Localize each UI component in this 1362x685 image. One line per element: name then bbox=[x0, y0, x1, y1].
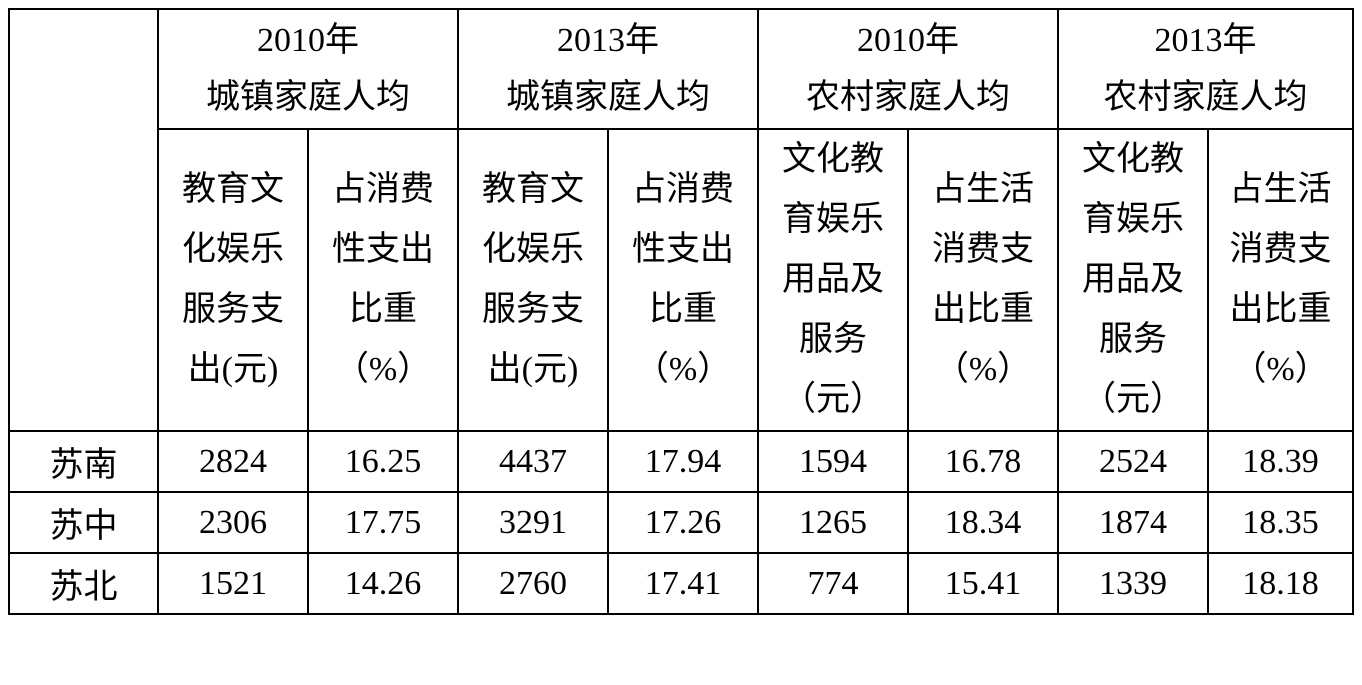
value-cell: 18.18 bbox=[1207, 552, 1354, 615]
column-header-row: 教育文 化娱乐 服务支 出(元) 占消费 性支出 比重 （%） 教育文 化娱乐 服务支 出(元) 占消费… bbox=[9, 128, 1354, 432]
column-header: 文化教育娱乐用品及服务 （元） bbox=[1057, 128, 1209, 432]
column-header: 占生活消费支出比重 （%） bbox=[1207, 128, 1354, 432]
value-cell: 18.35 bbox=[1207, 491, 1354, 554]
group-header: 2010年城镇家庭人均 bbox=[157, 8, 459, 130]
header-line: （%） bbox=[634, 351, 732, 388]
value-cell: 1521 bbox=[157, 552, 309, 615]
header-line: 服务 bbox=[799, 321, 867, 358]
header-line: 占消费 bbox=[332, 171, 434, 208]
header-line: 2013年 bbox=[557, 22, 659, 59]
header-line: 消费支 bbox=[1229, 231, 1332, 268]
column-header: 占生活消费支出比重 （%） bbox=[907, 128, 1059, 432]
header-line: 文化教 bbox=[782, 141, 884, 178]
header-line: 比重 bbox=[349, 291, 417, 328]
header-line: 化娱乐 bbox=[182, 231, 284, 268]
header-line: 服务支 bbox=[182, 291, 284, 328]
header-line: （%） bbox=[1232, 351, 1329, 388]
value-cell: 16.25 bbox=[307, 430, 459, 493]
header-line: 城镇家庭人均 bbox=[206, 79, 410, 116]
table-body: 2010年 城镇家庭人均 2013年 城镇家庭人均 2010年 农村家庭人均 2013年 农村… bbox=[8, 8, 1354, 615]
corner-cell bbox=[8, 8, 159, 432]
header-line: 2010年 bbox=[257, 22, 359, 59]
group-header: 2013年农村家庭人均 bbox=[1057, 8, 1354, 130]
header-line: 占生活 bbox=[932, 171, 1034, 208]
value-cell: 2824 bbox=[157, 430, 309, 493]
column-header: 文化教育娱乐用品及服务 （元） bbox=[757, 128, 909, 432]
header-line: 出比重 bbox=[932, 291, 1034, 328]
header-line: 服务支 bbox=[482, 291, 584, 328]
region-cell: 苏北 bbox=[8, 552, 159, 615]
header-line: 占消费 bbox=[632, 171, 734, 208]
value-cell: 2524 bbox=[1057, 430, 1209, 493]
header-line: 农村家庭人均 bbox=[1103, 79, 1308, 116]
region-cell: 苏南 bbox=[8, 430, 159, 493]
column-header: 教育文化娱乐服务支出(元) bbox=[457, 128, 609, 432]
value-cell: 4437 bbox=[457, 430, 609, 493]
value-cell: 2760 bbox=[457, 552, 609, 615]
header-line: 性支出 bbox=[632, 231, 734, 268]
header-line: 占生活 bbox=[1229, 171, 1332, 208]
column-header: 占消费性支出比重 （%） bbox=[307, 128, 459, 432]
header-line: （元） bbox=[782, 381, 884, 418]
value-cell: 2306 bbox=[157, 491, 309, 554]
value-cell: 17.26 bbox=[607, 491, 759, 554]
header-line: 文化教 bbox=[1082, 141, 1184, 178]
header-line: 育娱乐 bbox=[782, 201, 884, 238]
region-cell: 苏中 bbox=[8, 491, 159, 554]
value-cell: 15.41 bbox=[907, 552, 1059, 615]
value-cell: 18.34 bbox=[907, 491, 1059, 554]
column-header: 占消费性支出比重 （%） bbox=[607, 128, 759, 432]
header-line: 性支出 bbox=[332, 231, 434, 268]
header-line: 用品及 bbox=[1082, 261, 1184, 298]
header-line: 消费支 bbox=[932, 231, 1034, 268]
header-line: （元） bbox=[1082, 381, 1184, 418]
header-line: 化娱乐 bbox=[482, 231, 584, 268]
header-line: （%） bbox=[934, 351, 1032, 388]
data-table: 2010年 城镇家庭人均 2013年 城镇家庭人均 2010年 农村家庭人均 2013年 农村… bbox=[8, 8, 1354, 615]
value-cell: 1339 bbox=[1057, 552, 1209, 615]
column-header: 教育文化娱乐服务支出(元) bbox=[157, 128, 309, 432]
header-line: 服务 bbox=[1099, 321, 1167, 358]
value-cell: 17.41 bbox=[607, 552, 759, 615]
value-cell: 17.75 bbox=[307, 491, 459, 554]
header-line: 用品及 bbox=[782, 261, 884, 298]
group-header: 2013年城镇家庭人均 bbox=[457, 8, 759, 130]
header-line: 教育文 bbox=[182, 171, 284, 208]
data-row: 苏中 2306 17.75 3291 17.26 1265 18.34 1874 18.35 bbox=[8, 491, 1354, 554]
value-cell: 18.39 bbox=[1207, 430, 1354, 493]
value-cell: 1874 bbox=[1057, 491, 1209, 554]
group-header: 2010年农村家庭人均 bbox=[757, 8, 1059, 130]
value-cell: 1594 bbox=[757, 430, 909, 493]
value-cell: 14.26 bbox=[307, 552, 459, 615]
header-line: （%） bbox=[334, 351, 432, 388]
header-line: 2013年 bbox=[1154, 22, 1257, 59]
header-line: 2010年 bbox=[857, 22, 959, 59]
data-row: 苏北 1521 14.26 2760 17.41 774 15.41 1339 18.18 bbox=[8, 552, 1354, 615]
value-cell: 774 bbox=[757, 552, 909, 615]
data-row: 苏南 2824 16.25 4437 17.94 1594 16.78 2524 18.39 bbox=[8, 430, 1354, 493]
value-cell: 3291 bbox=[457, 491, 609, 554]
header-line: 城镇家庭人均 bbox=[506, 79, 710, 116]
header-line: 农村家庭人均 bbox=[806, 79, 1010, 116]
value-cell: 17.94 bbox=[607, 430, 759, 493]
value-cell: 16.78 bbox=[907, 430, 1059, 493]
header-line: 出(元) bbox=[187, 351, 279, 388]
value-cell: 1265 bbox=[757, 491, 909, 554]
header-line: 教育文 bbox=[482, 171, 584, 208]
header-line: 育娱乐 bbox=[1082, 201, 1184, 238]
header-line: 出比重 bbox=[1229, 291, 1332, 328]
header-line: 比重 bbox=[649, 291, 717, 328]
header-line: 出(元) bbox=[487, 351, 579, 388]
group-header-row: 2010年 城镇家庭人均 2013年 城镇家庭人均 2010年 农村家庭人均 2013年 农村… bbox=[8, 8, 1354, 432]
